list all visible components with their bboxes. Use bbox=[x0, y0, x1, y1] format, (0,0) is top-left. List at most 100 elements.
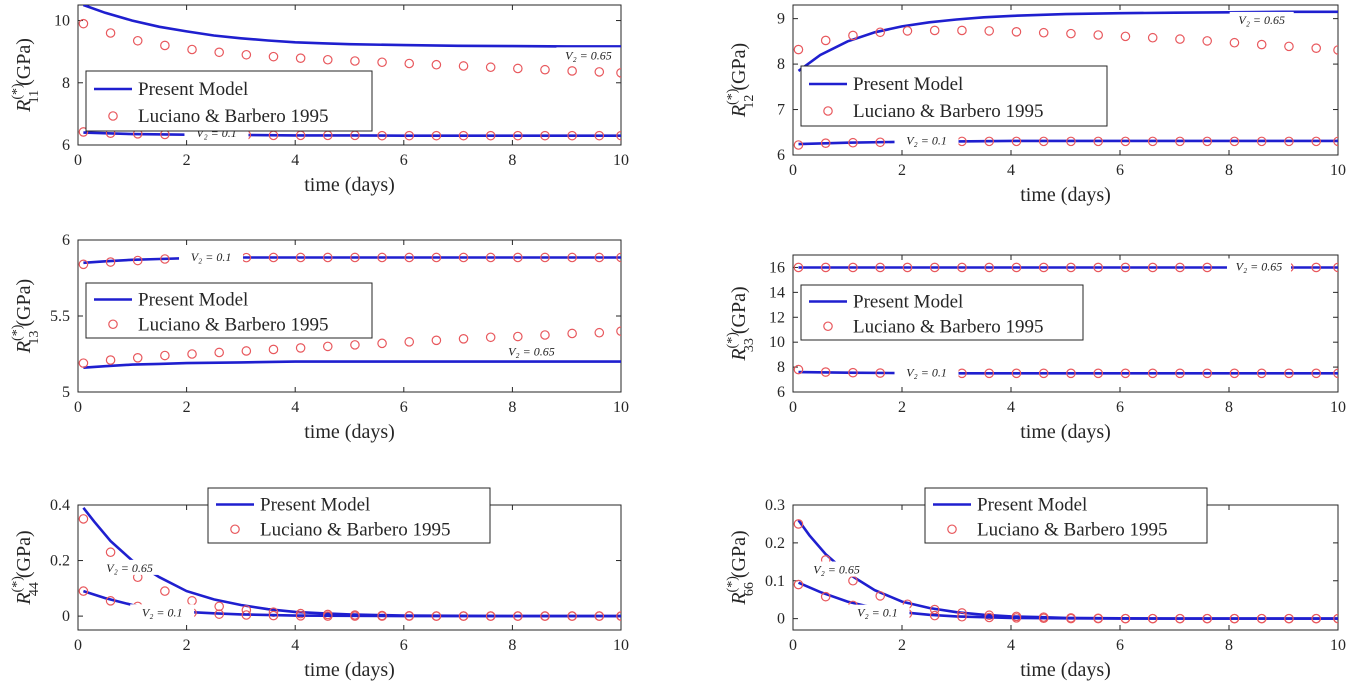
data-marker bbox=[567, 252, 577, 263]
data-marker bbox=[567, 611, 577, 621]
data-marker bbox=[458, 333, 469, 344]
data-marker bbox=[1202, 262, 1212, 273]
annotation-bg bbox=[845, 604, 910, 620]
data-marker bbox=[1256, 136, 1267, 147]
y-tick-label: 0.2 bbox=[765, 535, 785, 552]
data-marker bbox=[793, 519, 804, 529]
data-marker bbox=[1066, 136, 1076, 147]
y-tick-label: 0.2 bbox=[50, 553, 70, 570]
data-marker bbox=[431, 252, 442, 263]
data-marker bbox=[594, 327, 605, 338]
y-tick-label: 12 bbox=[769, 309, 785, 326]
data-marker bbox=[214, 609, 224, 619]
data-marker bbox=[875, 137, 885, 148]
x-tick-label: 2 bbox=[898, 399, 906, 416]
x-tick-label: 8 bbox=[1225, 399, 1233, 416]
x-tick-label: 2 bbox=[183, 399, 191, 416]
y-tick-label: 8 bbox=[777, 359, 785, 376]
data-marker bbox=[404, 58, 415, 69]
x-tick-label: 6 bbox=[400, 399, 408, 416]
data-marker bbox=[594, 130, 605, 141]
legend-R33: Present Model Luciano & Barbero 1995 bbox=[800, 284, 1084, 341]
x-tick-label: 6 bbox=[1116, 162, 1124, 179]
data-marker bbox=[984, 262, 994, 273]
y-axis-label: R(*) 11(GPa) bbox=[10, 38, 42, 113]
data-marker bbox=[1256, 39, 1267, 50]
legend-R12: Present Model Luciano & Barbero 1995 bbox=[800, 65, 1108, 127]
data-marker bbox=[458, 130, 469, 141]
data-marker bbox=[1333, 262, 1338, 273]
x-tick-label: 0 bbox=[789, 162, 797, 179]
data-marker bbox=[350, 252, 360, 263]
data-marker bbox=[322, 54, 333, 65]
x-tick-label: 4 bbox=[291, 637, 299, 654]
data-marker bbox=[105, 257, 116, 267]
annotation-bg bbox=[499, 343, 564, 359]
data-marker bbox=[268, 610, 279, 621]
annotation-bg bbox=[894, 364, 959, 380]
data-marker bbox=[1229, 136, 1240, 147]
data-marker bbox=[268, 607, 279, 618]
data-marker bbox=[485, 332, 496, 343]
x-tick-label: 8 bbox=[508, 399, 516, 416]
data-marker bbox=[616, 130, 621, 141]
data-marker bbox=[1011, 368, 1022, 379]
data-marker bbox=[1147, 613, 1158, 624]
x-tick-label: 10 bbox=[613, 152, 629, 169]
annotation-bg bbox=[97, 559, 162, 575]
data-marker bbox=[984, 368, 994, 379]
y-axis-label: R(*) 66(GPa) bbox=[725, 530, 757, 605]
x-tick-label: 10 bbox=[1330, 399, 1346, 416]
data-marker bbox=[1175, 368, 1185, 379]
data-marker bbox=[616, 326, 621, 336]
x-tick-label: 2 bbox=[183, 637, 191, 654]
y-tick-label: 9 bbox=[777, 11, 785, 28]
data-marker bbox=[957, 262, 967, 273]
y-tick-label: 6 bbox=[777, 147, 785, 164]
legend-data-label: Luciano & Barbero 1995 bbox=[853, 101, 1043, 122]
data-marker bbox=[485, 252, 496, 263]
curve-annotation: V₂ = 0.1 bbox=[142, 605, 183, 619]
y-tick-label: 0.4 bbox=[50, 497, 70, 514]
legend-data-label: Luciano & Barbero 1995 bbox=[138, 314, 328, 335]
data-marker bbox=[1229, 37, 1240, 48]
data-marker bbox=[78, 259, 89, 270]
data-marker bbox=[594, 252, 605, 263]
data-marker bbox=[1256, 613, 1267, 624]
curve-annotation: V₂ = 0.1 bbox=[191, 250, 232, 264]
data-marker bbox=[105, 596, 116, 606]
data-marker bbox=[793, 364, 804, 375]
legend-R13: Present Model Luciano & Barbero 1995 bbox=[85, 282, 373, 339]
data-marker bbox=[322, 252, 333, 263]
data-marker bbox=[78, 514, 89, 524]
legend-box bbox=[800, 65, 1108, 127]
data-marker bbox=[377, 130, 387, 141]
x-tick-label: 0 bbox=[789, 399, 797, 416]
data-marker bbox=[485, 130, 496, 141]
panel-R11: 0 2 4 6 8 10 6 8 10 time (days) R(*) 11(GPa) V₂ = 0.… bbox=[10, 4, 629, 196]
x-tick-label: 6 bbox=[400, 152, 408, 169]
data-marker bbox=[1093, 262, 1103, 273]
y-tick-label: 5.5 bbox=[50, 308, 70, 325]
data-marker bbox=[848, 262, 858, 273]
data-marker bbox=[902, 262, 913, 273]
annotation-bg bbox=[804, 561, 869, 577]
data-marker bbox=[377, 611, 387, 621]
curve-annotation: V₂ = 0.65 bbox=[1238, 13, 1285, 27]
data-marker bbox=[1175, 136, 1185, 147]
data-marker bbox=[1038, 613, 1049, 624]
data-marker bbox=[105, 28, 116, 38]
data-marker bbox=[78, 358, 89, 368]
data-marker bbox=[567, 328, 577, 339]
data-marker bbox=[875, 27, 885, 38]
data-marker bbox=[160, 350, 170, 361]
data-marker bbox=[458, 611, 469, 621]
annotation-bg bbox=[1229, 11, 1294, 27]
legend-box bbox=[85, 70, 373, 132]
annotation-bg bbox=[1226, 258, 1291, 274]
model-line bbox=[82, 5, 621, 48]
data-marker bbox=[1038, 368, 1049, 379]
x-tick-label: 2 bbox=[898, 637, 906, 654]
x-tick-label: 10 bbox=[613, 637, 629, 654]
data-marker bbox=[929, 262, 940, 273]
